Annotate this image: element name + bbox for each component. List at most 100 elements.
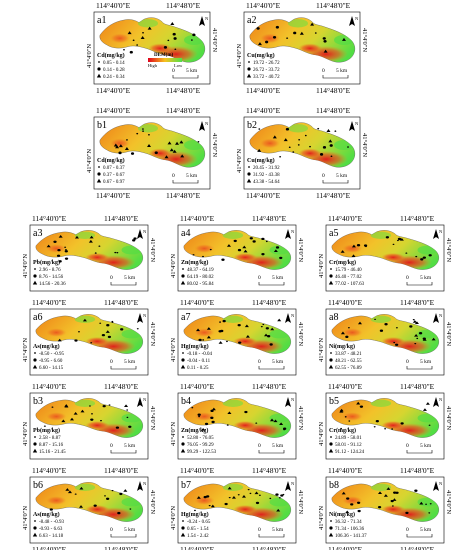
svg-text:5 km: 5 km xyxy=(124,275,136,281)
sample-point xyxy=(390,499,394,503)
legend-item: 106.36 - 141.37 xyxy=(335,534,367,539)
sample-point xyxy=(192,254,195,256)
lon-label-bottom-left: 114°40'0"E xyxy=(96,86,131,95)
north-arrow-icon: N xyxy=(137,481,147,491)
lat-label-right: 41°4'0"N xyxy=(297,490,304,514)
svg-text:0: 0 xyxy=(110,443,113,449)
sample-point xyxy=(163,46,168,49)
legend: Ni(mg/kg) 33.87 - 48.21 48.21 - 62.55 62.55… xyxy=(328,343,362,371)
sample-point xyxy=(340,427,343,430)
sample-points xyxy=(341,487,432,515)
lat-label-left: 41°4'0"N xyxy=(22,422,29,446)
sample-point xyxy=(414,333,419,337)
scale-bar: 0 5 km xyxy=(172,68,199,79)
sample-point xyxy=(322,146,327,149)
sample-point xyxy=(429,503,432,505)
sample-point xyxy=(330,155,333,157)
sample-point xyxy=(285,127,290,131)
legend-item: 0.37 - 0.67 xyxy=(103,173,125,178)
legend-item: 58.01 - 91.12 xyxy=(335,443,362,448)
legend-item: -0.04 - 0.11 xyxy=(187,359,211,364)
sample-point xyxy=(175,141,180,145)
sample-point xyxy=(345,510,350,514)
legend-item: 2.96 - 8.76 xyxy=(39,268,61,273)
legend-symbol xyxy=(32,364,38,369)
sample-point xyxy=(64,257,69,260)
svg-text:N: N xyxy=(439,313,443,318)
sample-point xyxy=(224,502,228,506)
legend-item: 77.02 - 107.63 xyxy=(335,282,365,287)
lat-label-right: 41°4'0"N xyxy=(211,133,218,157)
legend-symbol xyxy=(180,448,186,453)
legend-item: 0.24 - 0.34 xyxy=(103,75,125,80)
sample-point xyxy=(211,407,216,411)
svg-text:5 km: 5 km xyxy=(186,68,198,74)
sample-point xyxy=(357,321,363,325)
legend-symbol xyxy=(98,61,100,63)
sample-points xyxy=(195,318,282,346)
sample-point xyxy=(258,128,261,130)
sample-point xyxy=(245,334,250,338)
sample-points xyxy=(257,127,349,158)
svg-text:Low: Low xyxy=(174,63,183,68)
sample-point xyxy=(326,129,331,133)
lat-label-left: 41°4'0"N xyxy=(22,506,29,530)
scale-bar: 0 5 km xyxy=(258,275,285,286)
svg-text:N: N xyxy=(143,481,147,486)
sample-point xyxy=(405,252,408,254)
sample-point xyxy=(118,144,123,148)
sample-point xyxy=(273,249,278,252)
svg-text:5 km: 5 km xyxy=(272,275,284,281)
sample-point xyxy=(374,318,376,321)
legend-item: -0.18 - -0.04 xyxy=(187,352,212,357)
svg-text:5 km: 5 km xyxy=(420,359,432,365)
sample-point xyxy=(148,133,150,136)
lon-label-bottom-right: 114°48'0"E xyxy=(316,86,351,95)
sample-point xyxy=(190,39,193,41)
svg-text:5 km: 5 km xyxy=(186,173,198,179)
sample-point xyxy=(227,411,232,415)
sample-point xyxy=(265,327,269,330)
sample-point xyxy=(392,498,397,501)
sample-point xyxy=(414,321,420,324)
legend: Pb(mg/kg) 2.58 - 8.87 8.87 - 15.16 15.16 - … xyxy=(32,427,66,455)
sample-point xyxy=(99,322,102,324)
north-arrow-icon: N xyxy=(285,481,295,491)
lat-label-left: 41°4'0"N xyxy=(318,254,325,278)
sample-point xyxy=(147,144,152,148)
north-arrow-icon: N xyxy=(199,16,209,26)
sample-point xyxy=(334,130,337,132)
svg-text:0: 0 xyxy=(406,359,409,365)
lon-label-right: 114°48'0"E xyxy=(104,298,139,307)
sample-point xyxy=(164,155,169,159)
lon-label-left: 114°40'0"E xyxy=(180,298,215,307)
legend-title: Cu(mg/kg) xyxy=(247,157,275,164)
legend-title: Cu(mg/kg) xyxy=(247,52,275,59)
sample-point xyxy=(206,327,211,330)
sample-point xyxy=(167,39,170,42)
legend-symbol xyxy=(180,364,186,369)
sample-point xyxy=(249,492,252,495)
lat-label-left: 41°4'0"N xyxy=(236,149,243,173)
map-panel-b8: 114°40'0"E 114°48'0"E41°4'0"N41°4'0"NNb8N… xyxy=(318,466,452,550)
sample-point xyxy=(277,318,282,322)
sample-point xyxy=(43,425,46,427)
map-panel-b4: 114°40'0"E 114°48'0"E41°4'0"N41°4'0"NNb4Z… xyxy=(170,382,304,460)
lon-label-bottom-left: 114°40'0"E xyxy=(180,545,215,550)
map-panel-a1: 114°40'0"E 114°48'0"E 41°4'0"N 41°4'0"N Na1 C… xyxy=(86,1,218,95)
lon-label-right: 114°48'0"E xyxy=(400,382,435,391)
legend-symbol xyxy=(246,73,252,78)
legend-item: 14.56 - 20.36 xyxy=(39,282,66,287)
north-arrow-icon: N xyxy=(285,313,295,323)
svg-text:0: 0 xyxy=(110,359,113,365)
sample-point xyxy=(198,415,201,418)
svg-text:0: 0 xyxy=(258,359,261,365)
sample-point xyxy=(322,37,326,40)
lat-label-right: 41°4'0"N xyxy=(445,406,452,430)
sample-point xyxy=(256,27,260,30)
legend: Cr(mg/kg) 24.89 - 58.01 58.01 - 91.12 91.12… xyxy=(328,427,365,455)
legend-item: -0.95 - 6.60 xyxy=(39,359,63,364)
legend-symbol xyxy=(181,358,185,362)
sample-point xyxy=(397,237,402,241)
svg-text:5 km: 5 km xyxy=(420,527,432,533)
